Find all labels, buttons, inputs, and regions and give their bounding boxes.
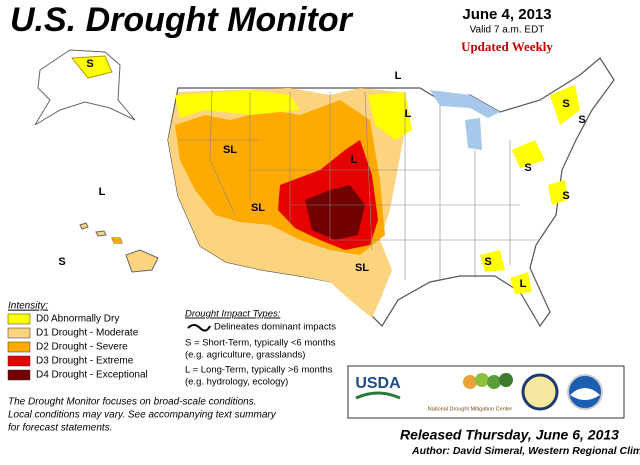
map-label: SL [355, 262, 369, 274]
great-lakes [430, 90, 500, 150]
map-label: SL [251, 202, 265, 214]
released: Released Thursday, June 6, 2013 [400, 427, 619, 443]
map-label: L [395, 70, 402, 82]
d0-dakota [368, 92, 412, 140]
map-label: S [578, 114, 585, 126]
usda-swoosh [355, 391, 401, 400]
updated: Updated Weekly [461, 39, 553, 54]
map-label: L [520, 278, 527, 290]
note-line: Local conditions may vary. See accompany… [8, 410, 277, 421]
d4-region [305, 185, 365, 240]
map-label: S [524, 162, 531, 174]
doc-seal [521, 373, 559, 411]
title: U.S. Drought Monitor [10, 1, 354, 39]
legend-label: D2 Drought - Severe [36, 342, 128, 353]
legend-label: D3 Drought - Extreme [36, 356, 134, 367]
map-label: SL [223, 144, 237, 156]
legend-label: D4 Drought - Exceptional [36, 370, 148, 381]
legend-label: D0 Abnormally Dry [36, 314, 119, 325]
legend-swatch [7, 327, 31, 339]
legend: Intensity: D0 Abnormally Dry D1 Drought -… [7, 301, 148, 381]
ndmc-logo: National Drought Mitigation Center [428, 406, 513, 412]
impacts-line: Delineates dominant impacts [214, 322, 336, 333]
legend-swatch [7, 313, 31, 325]
d0-east [480, 85, 580, 294]
legend-title: Intensity: [8, 301, 48, 312]
legend-swatch [7, 341, 31, 353]
ndmc-trees [463, 373, 513, 389]
impact-types: Drought Impact Types: Delineates dominan… [185, 309, 336, 388]
map-label: L [99, 186, 106, 198]
note-line: for forecast statements. [8, 423, 113, 434]
date: June 4, 2013 [462, 6, 551, 23]
legend-swatch [7, 369, 31, 381]
hawaii [79, 222, 159, 273]
map-label: S [562, 98, 569, 110]
hawaii-d2 [112, 238, 122, 243]
legend-label: D1 Drought - Moderate [36, 328, 139, 339]
map-label: L [351, 154, 358, 166]
note-line: The Drought Monitor focuses on broad-sca… [8, 397, 256, 408]
impacts-long: L = Long-Term, typically >6 months [185, 365, 333, 376]
map-label: S [562, 190, 569, 202]
impacts-long-eg: (e.g. hydrology, ecology) [185, 377, 288, 388]
usda-logo: USDA [355, 375, 401, 392]
valid: Valid 7 a.m. EDT [470, 25, 545, 36]
noaa-bird [570, 388, 600, 400]
author: Author: David Simeral, Western Regional … [411, 445, 640, 457]
impact-line-symbol [187, 324, 211, 332]
logos: USDA National Drought Mitigation Center [347, 365, 625, 419]
map-label: S [86, 58, 93, 70]
map-label: S [58, 256, 65, 268]
impacts-short-eg: (e.g. agriculture, grasslands) [185, 350, 305, 361]
map-label: L [405, 108, 412, 120]
state-lines [178, 89, 540, 280]
d0-north [175, 90, 300, 118]
alaska-d0 [71, 55, 113, 79]
map-label: S [484, 256, 491, 268]
note: The Drought Monitor focuses on broad-sca… [8, 397, 277, 434]
impacts-title: Drought Impact Types: [185, 309, 281, 320]
impacts-short: S = Short-Term, typically <6 months [185, 338, 336, 349]
legend-swatch [7, 355, 31, 367]
